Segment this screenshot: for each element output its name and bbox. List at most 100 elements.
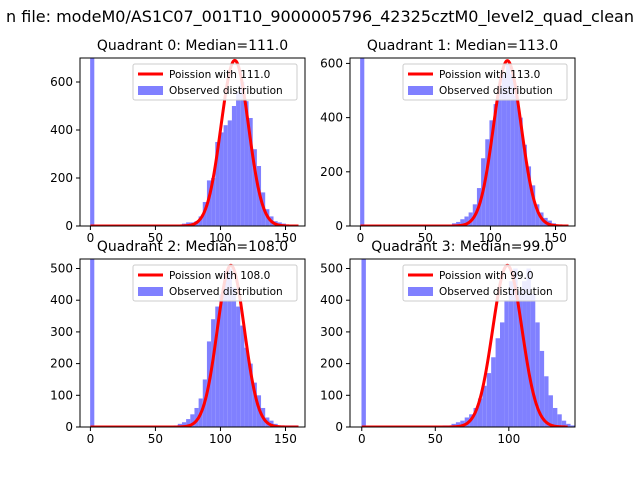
legend-observed-label: Observed distribution — [439, 85, 553, 97]
axes-frame — [79, 57, 306, 227]
histogram-bar — [236, 91, 241, 226]
histogram-bar — [517, 290, 523, 427]
quadrant-3-chart: 0 50 100 0 100 200 300 400 500 Quadrant 3: Median… — [320, 239, 576, 446]
y-tick-label: 300 — [320, 325, 343, 339]
quadrant-0-title: Quadrant 0: Median=111.0 — [97, 38, 288, 54]
histogram-bar — [252, 149, 257, 226]
histogram-bar — [535, 322, 540, 427]
x-tick-label: 0 — [358, 432, 366, 446]
y-tick-label: 400 — [50, 293, 73, 307]
histogram-bar — [231, 287, 237, 427]
histogram-bar — [482, 385, 487, 427]
y-tick-label: 0 — [65, 219, 73, 233]
y-tick-label: 200 — [320, 165, 343, 179]
histogram-bar — [240, 325, 245, 427]
histogram-bar — [557, 414, 562, 427]
x-tick-label: 100 — [209, 231, 232, 245]
histogram-bar — [522, 144, 527, 226]
x-tick-label: 50 — [428, 432, 443, 446]
x-tick-label: 0 — [87, 432, 95, 446]
quadrant-1-plot-area — [360, 58, 569, 226]
histogram-bar — [460, 420, 465, 427]
y-tick-label: 100 — [50, 388, 73, 402]
poisson-curve — [90, 263, 299, 427]
x-tick-label: 150 — [544, 231, 567, 245]
legend-observed-swatch — [408, 287, 433, 296]
zero-spike-bar — [90, 259, 95, 427]
legend: Poission with 108.0 Observed distribution — [132, 264, 298, 302]
quadrant-2-chart: 0 50 100 150 0 100 200 300 400 500 Quadrant 2: Med… — [50, 239, 306, 446]
histogram-bar — [570, 425, 575, 427]
histogram-bar — [464, 216, 469, 226]
histogram-bar — [456, 221, 461, 226]
legend-observed-label: Observed distribution — [169, 85, 283, 97]
histogram-bar — [211, 319, 216, 427]
histogram-bar — [531, 185, 536, 226]
legend-poisson-label: Poission with 113.0 — [439, 69, 540, 81]
histogram-bar — [231, 106, 237, 226]
histogram-bar — [493, 104, 498, 226]
histogram-bar — [198, 216, 203, 226]
histogram-bar — [504, 300, 509, 427]
x-tick-label: 50 — [148, 432, 163, 446]
histogram-bar — [491, 357, 496, 427]
histogram-bar — [561, 420, 567, 427]
histogram-bar — [473, 407, 478, 427]
histogram-bar — [248, 118, 253, 226]
zero-spike-bar — [90, 58, 95, 226]
histogram-bar — [215, 306, 220, 427]
y-tick-label: 600 — [50, 75, 73, 89]
legend-observed-label: Observed distribution — [169, 286, 283, 298]
zero-spike-bar — [360, 58, 365, 226]
histogram-bar — [510, 74, 515, 226]
histogram-bar — [522, 281, 527, 427]
histogram-bar — [508, 281, 514, 427]
x-tick-label: 150 — [274, 231, 297, 245]
legend-observed-swatch — [408, 86, 433, 95]
quadrant-1-chart: 0 50 100 150 0 200 400 600 Quadrant 1: Median=11… — [320, 38, 576, 245]
axes-frame — [79, 258, 306, 428]
legend-box — [402, 264, 568, 302]
legend-observed-swatch — [138, 287, 163, 296]
y-tick-label: 0 — [335, 219, 343, 233]
quadrant-2-plot-area — [90, 259, 299, 427]
x-tick-label: 50 — [148, 231, 163, 245]
histogram-bar — [190, 414, 195, 427]
quadrant-0-plot-area — [90, 58, 299, 226]
histogram-bar — [211, 178, 216, 226]
axes-frame — [349, 258, 576, 428]
x-tick-label: 0 — [87, 231, 95, 245]
histogram-bar — [500, 322, 505, 427]
y-tick-label: 300 — [50, 325, 73, 339]
poisson-curve — [90, 58, 299, 226]
zero-spike-bar — [361, 259, 366, 427]
histogram-bar — [248, 363, 253, 427]
legend-poisson-label: Poission with 111.0 — [169, 69, 270, 81]
histogram-bar — [526, 268, 531, 427]
y-tick-label: 400 — [50, 123, 73, 137]
quadrant-1-title: Quadrant 1: Median=113.0 — [367, 38, 558, 54]
x-tick-label: 150 — [274, 432, 297, 446]
histogram-bar — [495, 338, 500, 427]
legend: Poission with 113.0 Observed distribution — [402, 63, 568, 101]
y-tick-label: 0 — [65, 420, 73, 434]
y-tick-label: 200 — [320, 357, 343, 371]
histogram-bar — [506, 63, 511, 226]
histogram-bar — [501, 74, 507, 226]
quadrant-2-title: Quadrant 2: Median=108.0 — [97, 239, 288, 255]
axes-frame — [349, 57, 576, 227]
histogram-bar — [223, 125, 228, 226]
histogram-bar — [460, 219, 465, 226]
histogram-bar — [236, 306, 241, 427]
histogram-bar — [497, 85, 502, 226]
figure-suptitle: n file: modeM0/AS1C07_001T10_9000005796_… — [6, 7, 634, 27]
x-tick-label: 100 — [479, 231, 502, 245]
histogram-bar — [513, 268, 518, 427]
legend: Poission with 99.0 Observed distribution — [402, 264, 568, 302]
histogram-bar — [552, 407, 558, 427]
histogram-bar — [215, 142, 220, 226]
legend-box — [132, 264, 298, 302]
histogram-bar — [252, 382, 257, 427]
legend-box — [402, 63, 568, 101]
